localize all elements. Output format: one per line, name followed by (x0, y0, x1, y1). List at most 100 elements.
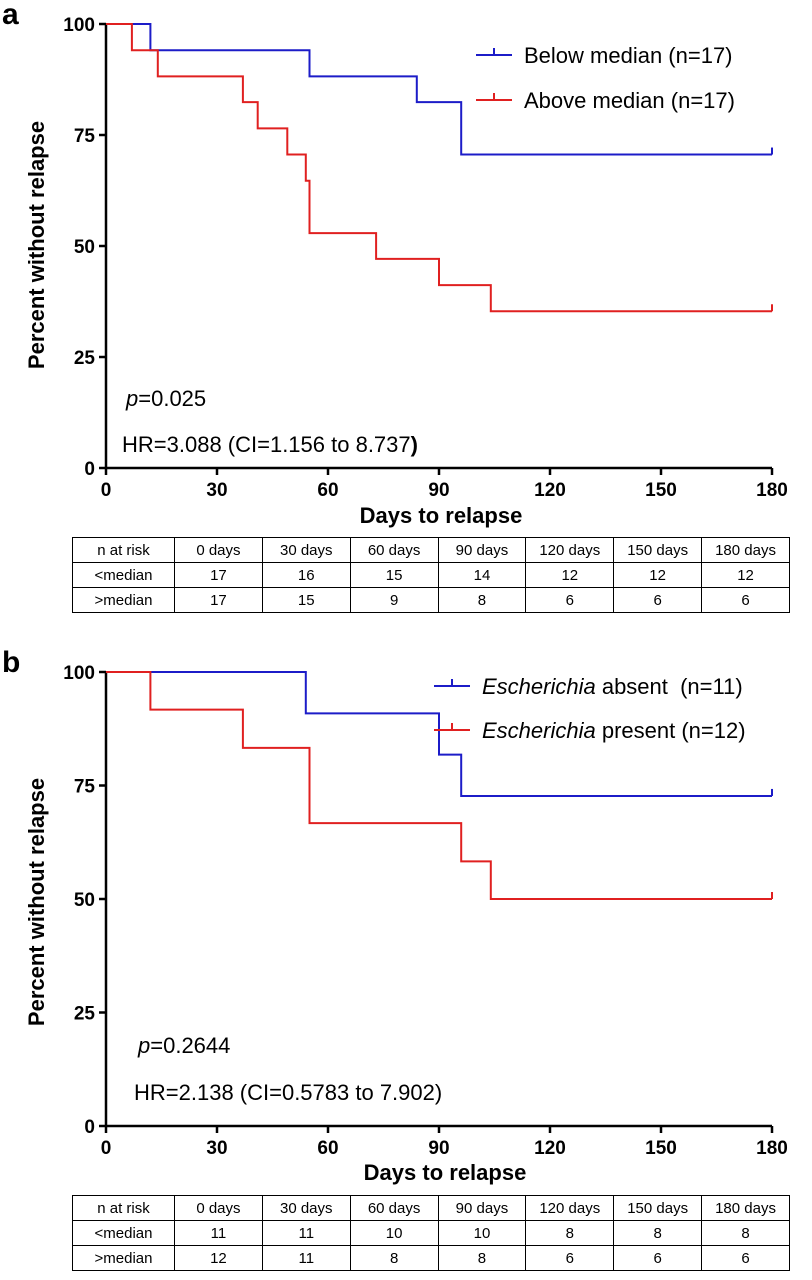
p-number-a: =0.025 (138, 386, 206, 411)
x-tick-label: 0 (101, 480, 112, 501)
risk-table-cell: 6 (525, 1245, 615, 1271)
risk-table-cell: 15 (349, 562, 439, 588)
legend-label-above: Above median (n=17) (524, 88, 735, 113)
risk-table-cell: 11 (261, 1220, 351, 1246)
x-tick-label: 150 (645, 1138, 677, 1159)
risk-table-cell: 60 days (349, 1195, 439, 1221)
x-tick-label: 60 (317, 480, 338, 501)
y-tick-label: 0 (84, 1117, 95, 1138)
x-tick-label: 150 (645, 480, 677, 501)
y-tick-label: 75 (74, 777, 96, 798)
risk-table-cell: 120 days (525, 537, 615, 563)
km-curve-below-median (106, 23, 772, 156)
risk-table-cell: 12 (701, 562, 790, 588)
legend-genus-absent: Escherichia (482, 674, 596, 699)
risk-table-cell: 6 (613, 587, 703, 613)
y-tick-label: 25 (74, 348, 96, 369)
y-tick-label: 75 (74, 126, 96, 147)
risk-table-cell: 10 (437, 1220, 527, 1246)
risk-table-cell: 8 (437, 587, 527, 613)
risk-table-cell: 8 (613, 1220, 703, 1246)
risk-table-cell: 6 (701, 587, 790, 613)
panel-label-a: a (2, 0, 19, 31)
risk-table-cell: 30 days (261, 1195, 351, 1221)
risk-table-cell: 14 (437, 562, 527, 588)
km-chart-b: b 0 25 50 75 100 0 30 60 90 120 150 180 Days to re… (2, 646, 788, 1185)
risk-table-cell: 6 (613, 1245, 703, 1271)
risk-table-cell: 8 (437, 1245, 527, 1271)
risk-table-a: n at risk 0 days 30 days 60 days 90 days 120 … (72, 537, 790, 613)
hazard-ratio-a: HR=3.088 (CI=1.156 to 8.737) (122, 432, 418, 457)
risk-table-cell: 15 (261, 587, 351, 613)
risk-table-cell: 16 (261, 562, 351, 588)
risk-table-row-label: >median (72, 1245, 175, 1271)
risk-table-row: >median 17 15 9 8 6 6 6 (72, 587, 790, 613)
risk-table-cell: 90 days (437, 1195, 527, 1221)
risk-table-header: n at risk 0 days 30 days 60 days 90 days 120 … (72, 1195, 790, 1221)
risk-table-row-label: >median (72, 587, 175, 613)
risk-table-row-label: n at risk (72, 1195, 175, 1221)
x-axis-a: 0 30 60 90 120 150 180 (101, 466, 788, 501)
risk-table-row: <median 17 16 15 14 12 12 12 (72, 562, 790, 588)
y-axis-a: 0 25 50 75 100 (63, 15, 108, 480)
km-curve-present (106, 671, 772, 900)
risk-table-cell: 60 days (349, 537, 439, 563)
risk-table-b: n at risk 0 days 30 days 60 days 90 days 120 … (72, 1195, 790, 1271)
x-tick-label: 60 (317, 1138, 338, 1159)
risk-table-cell: 0 days (174, 1195, 263, 1221)
x-axis-title-b: Days to relapse (364, 1160, 527, 1185)
x-tick-label: 30 (206, 1138, 227, 1159)
hr-close-a: ) (411, 432, 418, 457)
y-tick-label: 0 (84, 459, 95, 480)
km-panel-b: b 0 25 50 75 100 0 30 60 90 120 150 180 Days to re… (0, 640, 812, 1280)
legend-label-below: Below median (n=17) (524, 43, 733, 68)
risk-table-row-label: <median (72, 1220, 175, 1246)
risk-table-row: <median 11 11 10 10 8 8 8 (72, 1220, 790, 1246)
y-tick-label: 50 (74, 237, 95, 258)
hazard-ratio-b: HR=2.138 (CI=0.5783 to 7.902) (134, 1080, 442, 1105)
risk-table-cell: 8 (349, 1245, 439, 1271)
curves-b (106, 671, 773, 900)
km-chart-a: a 0 25 50 75 100 0 30 60 90 120 150 180 Days to re… (2, 0, 788, 528)
legend-a: Below median (n=17) Above median (n=17) (476, 43, 735, 113)
risk-table-cell: 0 days (174, 537, 263, 563)
x-tick-label: 0 (101, 1138, 112, 1159)
x-tick-label: 30 (206, 480, 227, 501)
risk-table-cell: 6 (525, 587, 615, 613)
p-symbol-b: p (137, 1033, 150, 1058)
x-axis-title-a: Days to relapse (360, 503, 523, 528)
risk-table-cell: 180 days (701, 1195, 790, 1221)
curves-a (106, 23, 773, 313)
risk-table-cell: 11 (261, 1245, 351, 1271)
p-value-a: p=0.025 (125, 386, 206, 411)
risk-table-cell: 6 (701, 1245, 790, 1271)
x-tick-label: 180 (756, 480, 788, 501)
hr-text-b: HR=2.138 (CI=0.5783 to 7.902) (134, 1080, 442, 1105)
risk-table-cell: 10 (349, 1220, 439, 1246)
risk-table-cell: 180 days (701, 537, 790, 563)
risk-table-header: n at risk 0 days 30 days 60 days 90 days 120 … (72, 537, 790, 563)
risk-table-cell: 12 (613, 562, 703, 588)
legend-b: Escherichia absent (n=11) Escherichia pr… (434, 674, 746, 743)
panel-label-b: b (2, 646, 20, 679)
p-number-b: =0.2644 (150, 1033, 230, 1058)
risk-table-cell: 30 days (261, 537, 351, 563)
x-axis-b: 0 30 60 90 120 150 180 (101, 1124, 788, 1159)
km-panel-a: a 0 25 50 75 100 0 30 60 90 120 150 180 Days to re… (2, 0, 790, 613)
legend-genus-present: Escherichia (482, 718, 596, 743)
risk-table-cell: 12 (525, 562, 615, 588)
risk-table-cell: 17 (174, 587, 263, 613)
risk-table-row: >median 12 11 8 8 6 6 6 (72, 1245, 790, 1271)
x-tick-label: 90 (428, 1138, 449, 1159)
risk-table-cell: 150 days (613, 1195, 703, 1221)
legend-rest-absent: absent (n=11) (596, 674, 743, 699)
legend-label-present: Escherichia present (n=12) (482, 718, 746, 743)
risk-table-cell: 8 (525, 1220, 615, 1246)
x-tick-label: 120 (534, 480, 566, 501)
risk-table-cell: 9 (349, 587, 439, 613)
y-tick-label: 50 (74, 890, 95, 911)
p-value-b: p=0.2644 (137, 1033, 230, 1058)
y-tick-label: 25 (74, 1004, 96, 1025)
risk-table-row-label: n at risk (72, 537, 175, 563)
y-axis-title-b: Percent without relapse (24, 778, 49, 1026)
